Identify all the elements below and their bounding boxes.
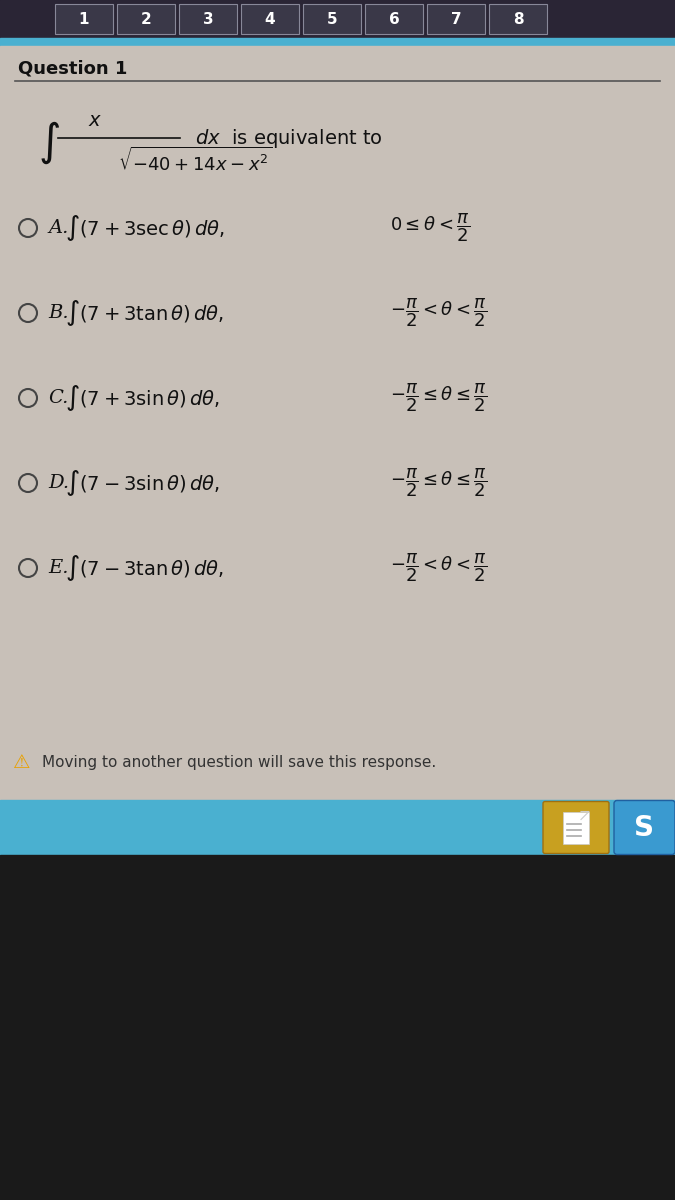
Bar xyxy=(0,46,675,800)
Text: S: S xyxy=(634,814,654,841)
Circle shape xyxy=(19,474,37,492)
Text: $\int(7-3\tan\theta)\,d\theta,$: $\int(7-3\tan\theta)\,d\theta,$ xyxy=(65,553,224,583)
Text: B.: B. xyxy=(48,304,69,322)
Bar xyxy=(0,38,675,46)
Text: $0 \leq \theta < \dfrac{\pi}{2}$: $0 \leq \theta < \dfrac{\pi}{2}$ xyxy=(390,211,470,245)
Text: Question 1: Question 1 xyxy=(18,59,128,77)
Text: 2: 2 xyxy=(140,12,151,26)
Text: 8: 8 xyxy=(513,12,523,26)
Text: E.: E. xyxy=(48,559,68,577)
FancyBboxPatch shape xyxy=(614,800,675,854)
Text: A.: A. xyxy=(48,218,68,236)
FancyBboxPatch shape xyxy=(55,4,113,34)
Bar xyxy=(0,800,675,854)
Text: 5: 5 xyxy=(327,12,338,26)
Text: $x$: $x$ xyxy=(88,112,102,131)
FancyBboxPatch shape xyxy=(303,4,361,34)
Text: $-\dfrac{\pi}{2} < \theta < \dfrac{\pi}{2}$: $-\dfrac{\pi}{2} < \theta < \dfrac{\pi}{… xyxy=(390,296,487,329)
Text: C.: C. xyxy=(48,389,68,407)
Text: $\int$: $\int$ xyxy=(38,120,60,167)
Text: 3: 3 xyxy=(202,12,213,26)
Text: 4: 4 xyxy=(265,12,275,26)
Text: ⚠: ⚠ xyxy=(14,752,31,772)
FancyBboxPatch shape xyxy=(365,4,423,34)
FancyBboxPatch shape xyxy=(179,4,237,34)
Text: Moving to another question will save this response.: Moving to another question will save thi… xyxy=(42,755,436,769)
Text: 1: 1 xyxy=(79,12,89,26)
FancyBboxPatch shape xyxy=(241,4,299,34)
Text: $-\dfrac{\pi}{2} < \theta < \dfrac{\pi}{2}$: $-\dfrac{\pi}{2} < \theta < \dfrac{\pi}{… xyxy=(390,552,487,584)
Text: 6: 6 xyxy=(389,12,400,26)
FancyBboxPatch shape xyxy=(427,4,485,34)
Text: $-\dfrac{\pi}{2} \leq \theta \leq \dfrac{\pi}{2}$: $-\dfrac{\pi}{2} \leq \theta \leq \dfrac… xyxy=(390,467,487,499)
Text: $\int(7-3\sin\theta)\,d\theta,$: $\int(7-3\sin\theta)\,d\theta,$ xyxy=(65,468,220,498)
Circle shape xyxy=(19,559,37,577)
Circle shape xyxy=(19,304,37,322)
Bar xyxy=(0,854,675,1200)
Bar xyxy=(0,0,675,38)
Text: $\int(7+3\sec\theta)\,d\theta,$: $\int(7+3\sec\theta)\,d\theta,$ xyxy=(65,214,225,242)
Circle shape xyxy=(19,389,37,407)
Text: $-\dfrac{\pi}{2} \leq \theta \leq \dfrac{\pi}{2}$: $-\dfrac{\pi}{2} \leq \theta \leq \dfrac… xyxy=(390,382,487,414)
FancyBboxPatch shape xyxy=(563,811,589,844)
FancyBboxPatch shape xyxy=(117,4,175,34)
Text: 7: 7 xyxy=(451,12,461,26)
Text: D.: D. xyxy=(48,474,69,492)
Text: $\int(7+3\sin\theta)\,d\theta,$: $\int(7+3\sin\theta)\,d\theta,$ xyxy=(65,383,220,413)
FancyBboxPatch shape xyxy=(489,4,547,34)
Text: $\sqrt{-40+14x-x^2}$: $\sqrt{-40+14x-x^2}$ xyxy=(118,146,273,175)
Text: $dx$  is equivalent to: $dx$ is equivalent to xyxy=(195,126,383,150)
Text: $\int(7+3\tan\theta)\,d\theta,$: $\int(7+3\tan\theta)\,d\theta,$ xyxy=(65,298,224,328)
Circle shape xyxy=(19,218,37,236)
FancyBboxPatch shape xyxy=(543,802,609,853)
